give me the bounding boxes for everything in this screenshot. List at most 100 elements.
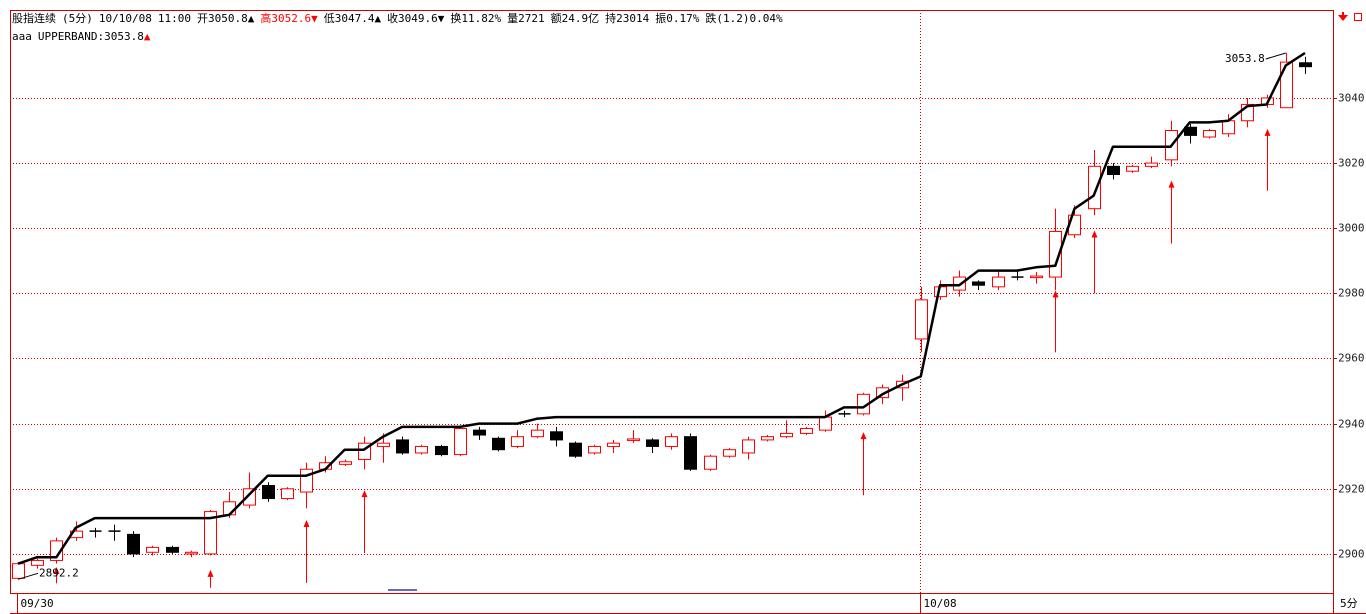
candle-body <box>742 439 755 454</box>
low-leader <box>17 572 39 580</box>
candle-body <box>627 438 640 441</box>
candle-body <box>761 436 774 441</box>
header-item: 11:00 <box>158 12 191 25</box>
candle-body <box>281 488 294 500</box>
header-item: 高3052.6▼ <box>260 11 318 25</box>
candle-body <box>992 276 1005 288</box>
high-label: 3053.8 <box>1225 52 1265 65</box>
candle-body <box>819 416 832 431</box>
candle-body <box>511 436 524 447</box>
candle-body <box>454 428 467 456</box>
candle-body <box>1280 61 1293 109</box>
header-item: ▲ <box>144 30 151 43</box>
candle-body <box>12 563 25 579</box>
candle-body <box>300 468 313 493</box>
candle-body <box>415 445 428 454</box>
signal-arrow-head <box>860 432 867 440</box>
corner-icon[interactable] <box>1338 12 1348 21</box>
candle-body <box>1203 130 1216 138</box>
scroll-marker <box>388 589 417 591</box>
high-leader <box>1265 52 1286 60</box>
candle-body <box>780 432 793 438</box>
y-tick-label: 2920 <box>1338 483 1365 496</box>
candle-body <box>1222 120 1235 135</box>
candle-body <box>1126 165 1139 172</box>
candle-body <box>396 439 409 454</box>
candle-body <box>531 429 544 438</box>
header-item: 跌(1.2)0.04% <box>705 11 783 25</box>
candle-body <box>31 559 44 566</box>
candle-body <box>1145 162 1158 167</box>
candle-body <box>569 442 582 457</box>
header-item: 股指连续 <box>12 11 56 25</box>
y-tick-label: 2980 <box>1338 287 1365 300</box>
y-tick-label: 2900 <box>1338 548 1365 561</box>
period-label: 5分 <box>1340 597 1358 610</box>
header-line: 股指连续 (5分) 10/10/08 11:00 开3050.8▲ 高3052.6▼ 低30… <box>12 11 783 25</box>
header-item: 低3047.4▲ <box>324 12 382 25</box>
candle-body <box>972 281 985 286</box>
candle-body <box>492 437 505 451</box>
header-item: 收3049.6▼ <box>387 11 445 25</box>
candle-body <box>723 449 736 457</box>
band-line <box>17 51 1306 565</box>
candle-body <box>185 551 198 555</box>
header-item: 开3050.8▲ <box>197 12 255 25</box>
candle-body <box>607 442 620 447</box>
header-item: 持23014 <box>605 11 649 25</box>
candle-body <box>473 429 486 436</box>
candle-body <box>146 546 159 553</box>
candle-body <box>588 445 601 454</box>
candle-body <box>1184 126 1197 136</box>
low-label: 2892.2 <box>39 566 79 579</box>
candle-body <box>204 511 217 555</box>
candle-body <box>435 445 448 456</box>
y-tick-label: 3000 <box>1338 222 1365 235</box>
candle-body <box>50 540 63 561</box>
candle-body <box>876 387 889 399</box>
candle-body <box>665 436 678 447</box>
signal-arrow-head <box>207 569 214 577</box>
candle-body <box>684 436 697 470</box>
y-tick-label: 2940 <box>1338 418 1365 431</box>
candle-body <box>704 455 717 470</box>
candle-body <box>1088 165 1101 210</box>
header-item: 换11.82% <box>450 11 501 25</box>
signal-arrow-head <box>1168 180 1175 188</box>
corner-icon[interactable] <box>1354 13 1362 21</box>
header-item: aaa <box>12 30 32 43</box>
plot-frame <box>10 10 1334 594</box>
signal-arrow-head <box>1052 290 1059 298</box>
candle-body <box>646 439 659 447</box>
candle-body <box>127 533 140 555</box>
candle-body <box>377 442 390 447</box>
candle-body <box>1299 62 1312 68</box>
candle-body <box>1030 275 1043 279</box>
candle-body <box>800 428 813 434</box>
candle-body <box>339 461 352 465</box>
header-line: aaa UPPERBAND:3053.8▲ <box>12 30 151 43</box>
header-item: 振0.17% <box>655 11 699 25</box>
signal-arrow-head <box>1264 128 1271 136</box>
candle-body <box>166 546 179 553</box>
candle-body <box>262 485 275 500</box>
x-tick-label: 09/30 <box>21 597 54 610</box>
candle-body <box>1107 165 1120 175</box>
header-item: 量2721 <box>507 12 545 25</box>
signal-arrow-head <box>1091 230 1098 238</box>
y-tick-label: 3040 <box>1338 92 1365 105</box>
signal-arrow-head <box>53 566 60 574</box>
candle-body <box>550 431 563 441</box>
header-item: UPPERBAND:3053.8 <box>38 30 144 43</box>
candle-body <box>915 299 928 340</box>
signal-arrow-head <box>303 520 310 528</box>
signal-arrow-head <box>361 490 368 498</box>
y-tick-label: 3020 <box>1338 157 1365 170</box>
header-item: 10/10/08 <box>99 12 152 25</box>
header-item: (5分) <box>62 12 93 25</box>
y-tick-label: 2960 <box>1338 352 1365 365</box>
header-item: 额24.9亿 <box>551 12 600 25</box>
x-tick-label: 10/08 <box>924 597 957 610</box>
